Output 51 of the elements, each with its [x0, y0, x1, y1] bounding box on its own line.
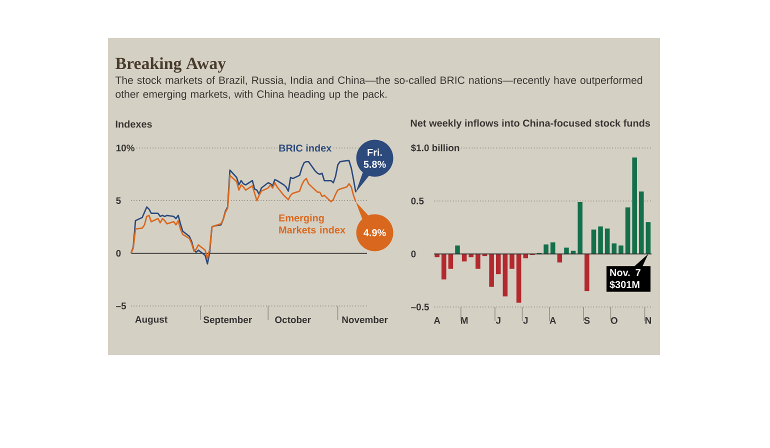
bar — [516, 254, 522, 303]
y-tick-label: 5 — [116, 197, 121, 204]
x-tick-label: M — [461, 317, 468, 324]
y-tick-label: 0.5 — [411, 198, 424, 204]
y-tick-label: 0 — [411, 250, 416, 258]
bar — [564, 248, 569, 254]
bar — [598, 226, 603, 254]
bar — [455, 246, 460, 254]
bar — [544, 244, 548, 254]
x-tick-label: N — [645, 317, 651, 324]
chart-title: Indexes — [116, 120, 152, 128]
bar — [442, 254, 446, 280]
y-tick-label: 10% — [116, 144, 135, 152]
bar — [591, 230, 596, 254]
text: The stock markets of Brazil, Russia, India and China—the so-called BRIC nations—recently have outperformed other emerging markets, with China heading up the pack. — [115, 76, 642, 100]
x-tick-label: November — [342, 316, 388, 324]
bar — [476, 254, 480, 269]
x-tick-label: A — [434, 317, 440, 324]
chart-title: Net weekly inflows into China-focused stock funds — [410, 119, 650, 129]
x-tick-label: J — [496, 317, 500, 324]
bar — [510, 254, 514, 269]
bar — [584, 254, 590, 292]
x-tick-label: O — [610, 317, 618, 324]
annotation: 4.9% — [364, 229, 386, 236]
line-series — [130, 174, 356, 260]
x-tick-label: October — [275, 316, 311, 324]
y-tick-label: –5 — [116, 302, 126, 310]
x-tick-label: A — [550, 317, 556, 324]
y-tick-label: $1.0 billion — [410, 144, 460, 152]
x-tick-label: August — [135, 316, 168, 325]
bar — [496, 254, 501, 274]
bar — [625, 207, 630, 254]
bar — [578, 202, 582, 254]
annotation: Nov. 7 $301M — [610, 269, 640, 289]
text: Breaking Away — [115, 57, 226, 73]
annotation: Fri. 5.8% — [364, 148, 386, 168]
y-tick-label: 0 — [116, 250, 121, 257]
bar — [632, 158, 637, 254]
bar — [646, 222, 651, 254]
x-tick-label: September — [203, 316, 252, 326]
series-label: BRIC index — [279, 144, 332, 152]
bar — [604, 228, 610, 254]
bar — [489, 254, 494, 287]
bar — [639, 191, 644, 254]
y-tick-label: –0.5 — [411, 304, 429, 310]
bar — [448, 254, 454, 269]
x-tick-label: S — [584, 317, 590, 324]
bar — [618, 246, 624, 254]
bar — [502, 254, 508, 296]
series-label: Emerging Markets index — [279, 214, 346, 234]
x-tick-label: J — [523, 317, 528, 324]
